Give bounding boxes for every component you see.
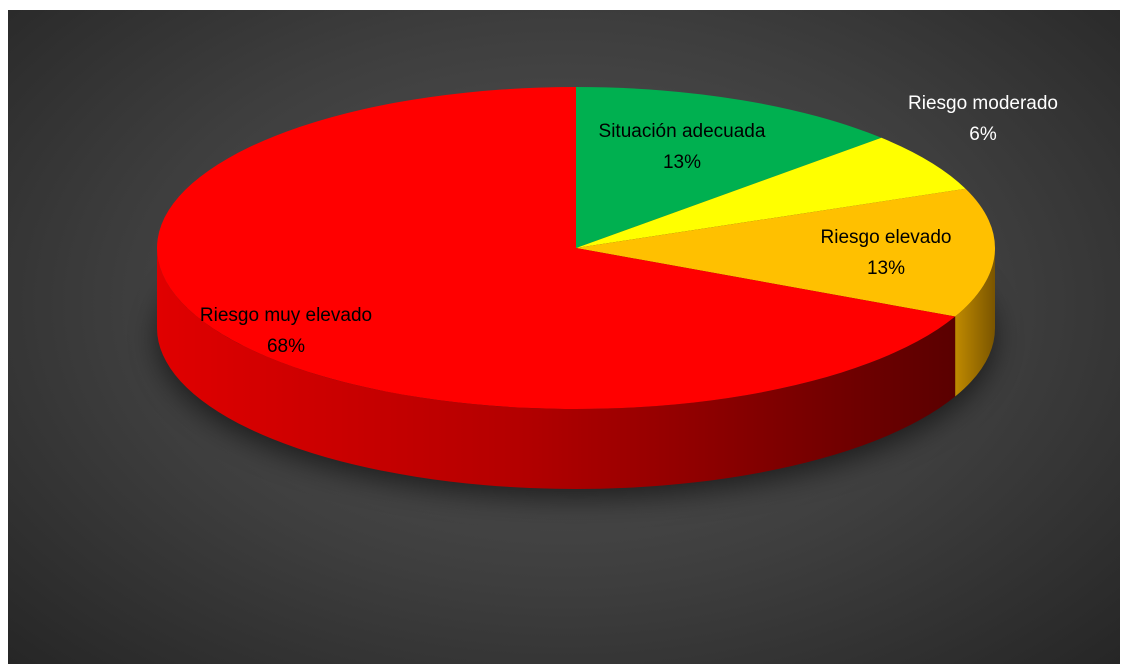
pie-slice-1 bbox=[576, 137, 966, 248]
pie-slice-2 bbox=[576, 188, 996, 317]
slice-value-label-1: 6% bbox=[969, 124, 997, 145]
slice-label-3: Riesgo muy elevado bbox=[200, 305, 372, 326]
pie-side-3 bbox=[157, 248, 956, 490]
pie-slice-3 bbox=[157, 87, 956, 409]
slice-label-0: Situación adecuada bbox=[599, 121, 766, 142]
slice-label-2: Riesgo elevado bbox=[821, 227, 952, 248]
slice-value-label-3: 68% bbox=[267, 336, 305, 357]
slice-value-label-0: 13% bbox=[663, 152, 701, 173]
slice-value-label-2: 13% bbox=[867, 258, 905, 279]
pie-side-2 bbox=[955, 248, 995, 397]
slice-label-1: Riesgo moderado bbox=[908, 93, 1058, 114]
pie-slice-0 bbox=[576, 87, 882, 248]
